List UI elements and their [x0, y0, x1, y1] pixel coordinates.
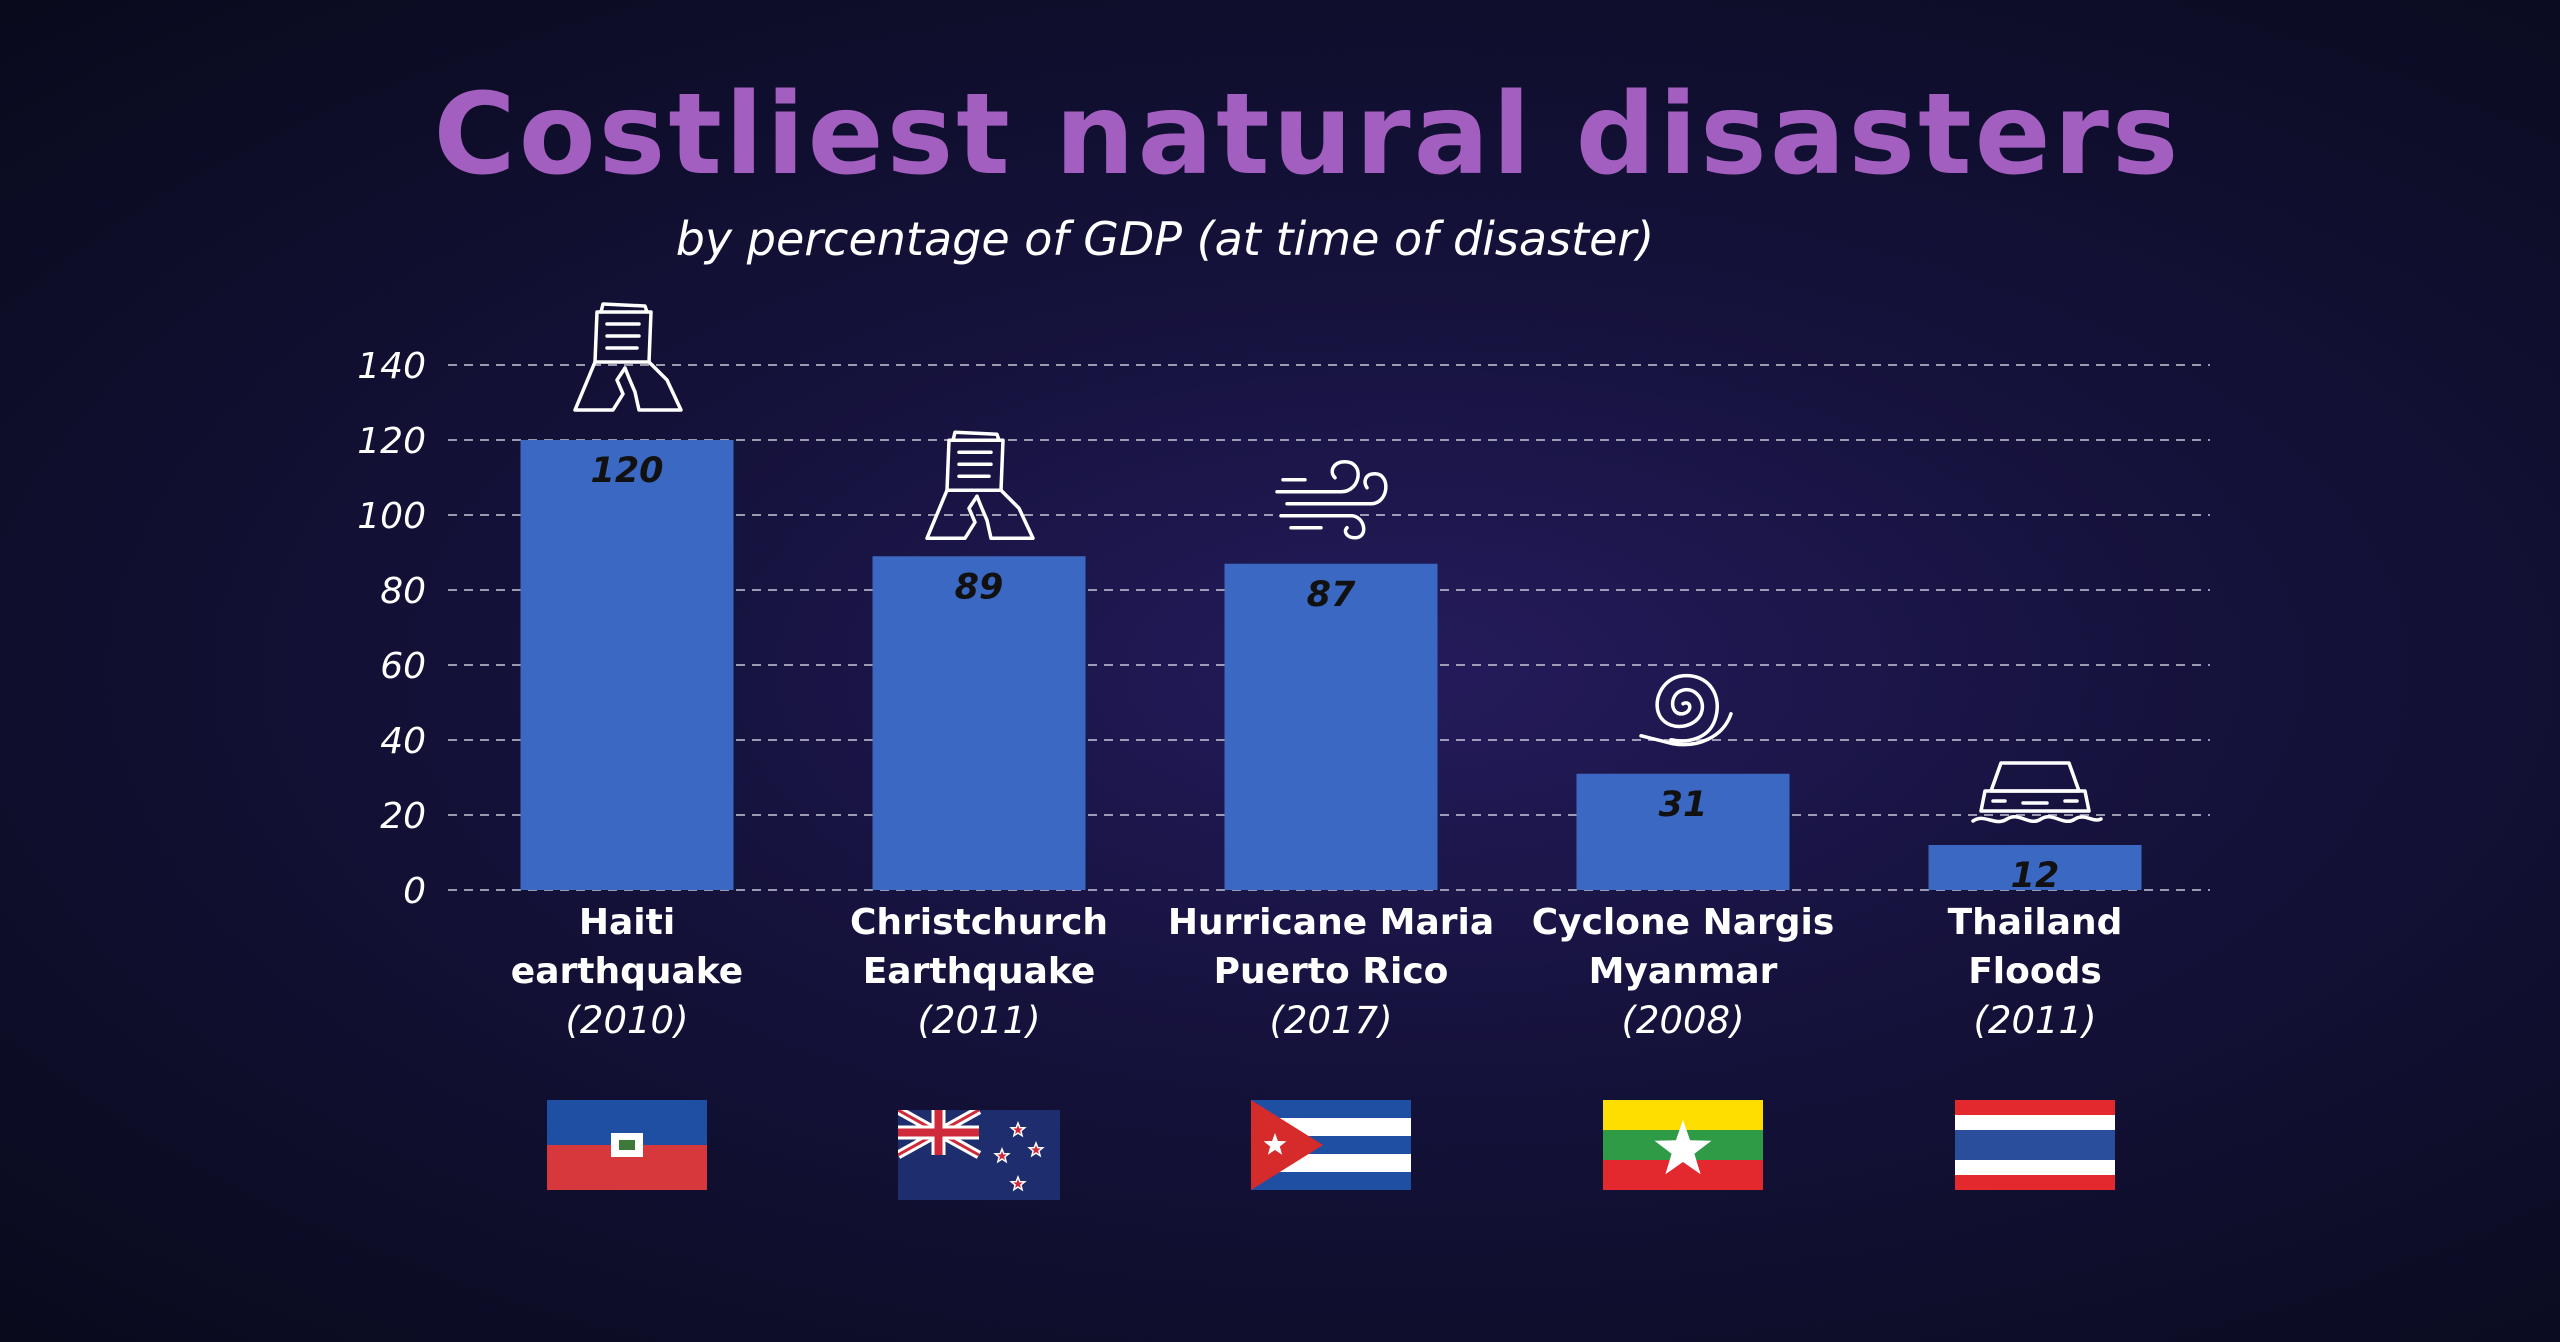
category-name-line: earthquake: [510, 951, 744, 992]
cyclone-icon: [1639, 673, 1733, 747]
category-year: (2017): [1269, 999, 1393, 1042]
y-axis-ticks: 0 20 40 60 80 100 120 140: [357, 346, 426, 912]
category-name-line: Thailand: [1947, 902, 2123, 943]
collapsed-building-icon: [925, 430, 1035, 540]
y-tick-label: 0: [403, 871, 426, 912]
category-name-line: Haiti: [578, 902, 676, 943]
bar: [520, 440, 734, 890]
collapsed-building-icon: [573, 302, 683, 412]
category-label: Hurricane Maria Puerto Rico (2017): [1161, 898, 1501, 1045]
category-name-line: Cyclone Nargis: [1531, 902, 1835, 943]
value-label: 89: [955, 567, 1004, 607]
category-year: (2010): [565, 999, 689, 1042]
value-label: 120: [590, 451, 663, 491]
bar: [1224, 563, 1438, 890]
wind-icon: [1275, 460, 1388, 540]
disaster-icons: [573, 302, 2103, 824]
value-label: 31: [1659, 785, 1708, 825]
category-label: Thailand Floods (2011): [1865, 898, 2205, 1045]
category-label: Christchurch Earthquake (2011): [809, 898, 1149, 1045]
category-label: Haiti earthquake (2010): [457, 898, 797, 1045]
y-tick-label: 80: [380, 571, 426, 612]
value-label: 87: [1307, 575, 1356, 615]
y-tick-label: 40: [380, 721, 426, 762]
flooded-car-icon: [1971, 761, 2103, 824]
bar: [872, 556, 1086, 890]
category-year: (2011): [917, 999, 1041, 1042]
y-tick-label: 140: [357, 346, 426, 387]
y-tick-label: 60: [380, 646, 426, 687]
category-name-line: Myanmar: [1588, 951, 1778, 992]
value-labels: 120 89 87 31 12: [590, 451, 2059, 896]
myanmar-flag: [1603, 1100, 1763, 1190]
y-tick-label: 100: [357, 496, 426, 537]
haiti-flag: [547, 1100, 707, 1190]
cuba-flag: [1251, 1100, 1411, 1190]
y-tick-label: 120: [357, 421, 426, 462]
category-year: (2011): [1973, 999, 2097, 1042]
category-year: (2008): [1621, 999, 1745, 1042]
chart-title: Costliest natural disasters: [433, 70, 2182, 200]
thailand-flag: [1955, 1100, 2115, 1190]
bar: [1928, 845, 2142, 890]
category-name-line: Christchurch: [849, 902, 1109, 943]
bars: [520, 440, 2142, 890]
bar: [1576, 773, 1790, 890]
category-name-line: Puerto Rico: [1213, 951, 1449, 992]
category-name-line: Floods: [1968, 951, 2102, 992]
category-name-line: Earthquake: [862, 951, 1096, 992]
category-name-line: Hurricane Maria: [1167, 902, 1495, 943]
chart-subtitle: by percentage of GDP (at time of disaste…: [675, 212, 1655, 266]
y-tick-label: 20: [380, 796, 426, 837]
value-label: 12: [2011, 856, 2060, 896]
new-zealand-flag: [898, 1110, 1060, 1200]
category-label: Cyclone Nargis Myanmar (2008): [1513, 898, 1853, 1045]
